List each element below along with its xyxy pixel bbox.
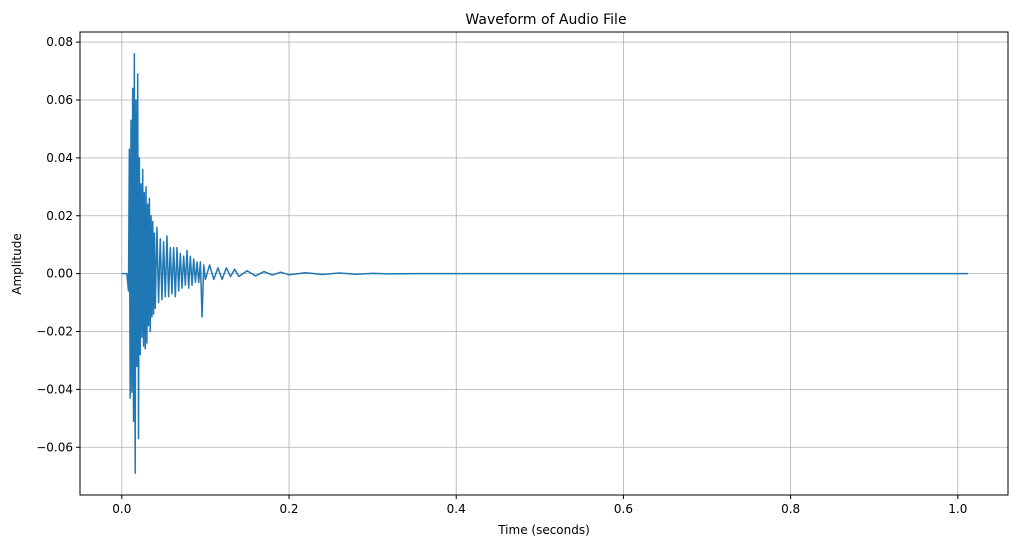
series-group [121,52,968,475]
y-tick-label: −0.06 [36,440,73,454]
x-tick-label: 0.0 [112,502,131,516]
x-tick-label: 0.8 [781,502,800,516]
y-tick-label: 0.00 [46,267,73,281]
y-tick-label: 0.02 [46,209,73,223]
y-tick-label: 0.04 [46,151,73,165]
x-tick-label: 0.2 [279,502,298,516]
y-tick-label: −0.04 [36,382,73,396]
y-tick-label: 0.08 [46,35,73,49]
x-tick-label: 1.0 [948,502,967,516]
x-tick-label: 0.6 [614,502,633,516]
x-axis-label: Time (seconds) [497,523,590,537]
x-tick-label: 0.4 [447,502,466,516]
x-axis-ticks: 0.0 0.2 0.4 0.6 0.8 1.0 [112,495,967,516]
y-tick-label: 0.06 [46,93,73,107]
y-axis-ticks: −0.06 −0.04 −0.02 0.00 0.02 0.04 0.06 0.08 [36,35,80,454]
waveform-line-0 [121,52,968,475]
y-axis-label: Amplitude [10,233,24,295]
plot-frame [79,31,1009,496]
chart-title: Waveform of Audio File [465,12,626,28]
y-tick-label: −0.02 [36,325,73,339]
